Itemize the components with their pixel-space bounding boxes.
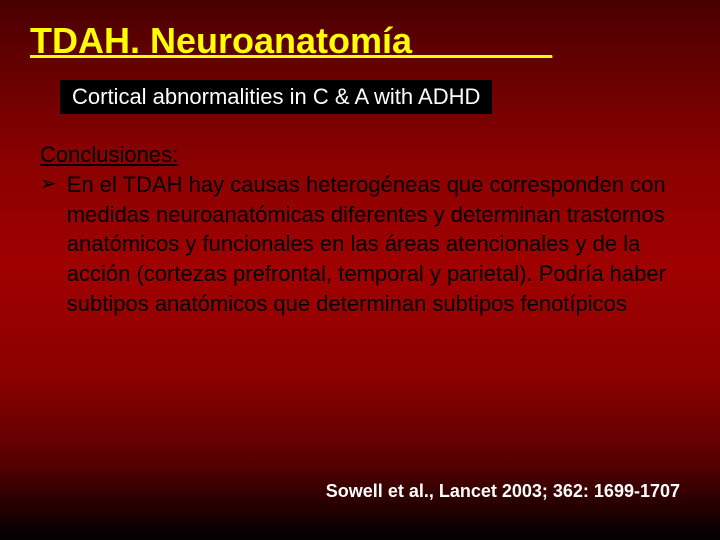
bullet-row: ➢ En el TDAH hay causas heterogéneas que… [40,170,680,318]
slide: TDAH. Neuroanatomía_______ Cortical abno… [0,0,720,540]
subtitle-box: Cortical abnormalities in C & A with ADH… [60,80,492,114]
slide-title: TDAH. Neuroanatomía_______ [30,20,680,62]
conclusions-label: Conclusiones: [40,142,680,168]
bullet-text: En el TDAH hay causas heterogéneas que c… [67,170,680,318]
bullet-arrow-icon: ➢ [40,170,57,198]
citation: Sowell et al., Lancet 2003; 362: 1699-17… [326,481,680,502]
slide-subtitle: Cortical abnormalities in C & A with ADH… [72,84,480,109]
